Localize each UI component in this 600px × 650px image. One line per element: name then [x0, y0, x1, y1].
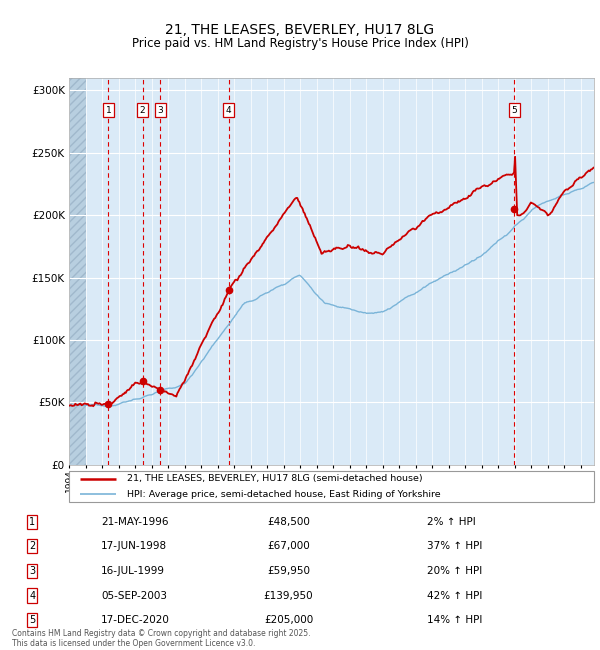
- Text: 2: 2: [140, 106, 145, 115]
- Text: 2: 2: [29, 541, 35, 551]
- Text: 4: 4: [226, 106, 232, 115]
- Text: Price paid vs. HM Land Registry's House Price Index (HPI): Price paid vs. HM Land Registry's House …: [131, 37, 469, 50]
- Text: HPI: Average price, semi-detached house, East Riding of Yorkshire: HPI: Average price, semi-detached house,…: [127, 490, 440, 499]
- Text: £67,000: £67,000: [267, 541, 310, 551]
- Text: 20% ↑ HPI: 20% ↑ HPI: [427, 566, 482, 576]
- Text: 1: 1: [106, 106, 112, 115]
- Text: 05-SEP-2003: 05-SEP-2003: [101, 591, 167, 601]
- Text: 14% ↑ HPI: 14% ↑ HPI: [427, 616, 482, 625]
- Text: 21, THE LEASES, BEVERLEY, HU17 8LG: 21, THE LEASES, BEVERLEY, HU17 8LG: [166, 23, 434, 37]
- Text: 2% ↑ HPI: 2% ↑ HPI: [427, 517, 475, 526]
- Bar: [69, 78, 86, 465]
- Text: 16-JUL-1999: 16-JUL-1999: [101, 566, 165, 576]
- FancyBboxPatch shape: [69, 471, 594, 502]
- Text: 42% ↑ HPI: 42% ↑ HPI: [427, 591, 482, 601]
- Text: Contains HM Land Registry data © Crown copyright and database right 2025.
This d: Contains HM Land Registry data © Crown c…: [12, 629, 311, 648]
- Text: £59,950: £59,950: [267, 566, 310, 576]
- Text: 17-JUN-1998: 17-JUN-1998: [101, 541, 167, 551]
- Text: 3: 3: [158, 106, 163, 115]
- Text: 5: 5: [29, 616, 35, 625]
- Text: 1: 1: [29, 517, 35, 526]
- Text: £139,950: £139,950: [263, 591, 313, 601]
- Text: 17-DEC-2020: 17-DEC-2020: [101, 616, 170, 625]
- Text: 5: 5: [511, 106, 517, 115]
- Text: 3: 3: [29, 566, 35, 576]
- Text: £205,000: £205,000: [264, 616, 313, 625]
- Text: 21-MAY-1996: 21-MAY-1996: [101, 517, 169, 526]
- Text: 4: 4: [29, 591, 35, 601]
- Text: 21, THE LEASES, BEVERLEY, HU17 8LG (semi-detached house): 21, THE LEASES, BEVERLEY, HU17 8LG (semi…: [127, 474, 422, 483]
- Text: £48,500: £48,500: [267, 517, 310, 526]
- Text: 37% ↑ HPI: 37% ↑ HPI: [427, 541, 482, 551]
